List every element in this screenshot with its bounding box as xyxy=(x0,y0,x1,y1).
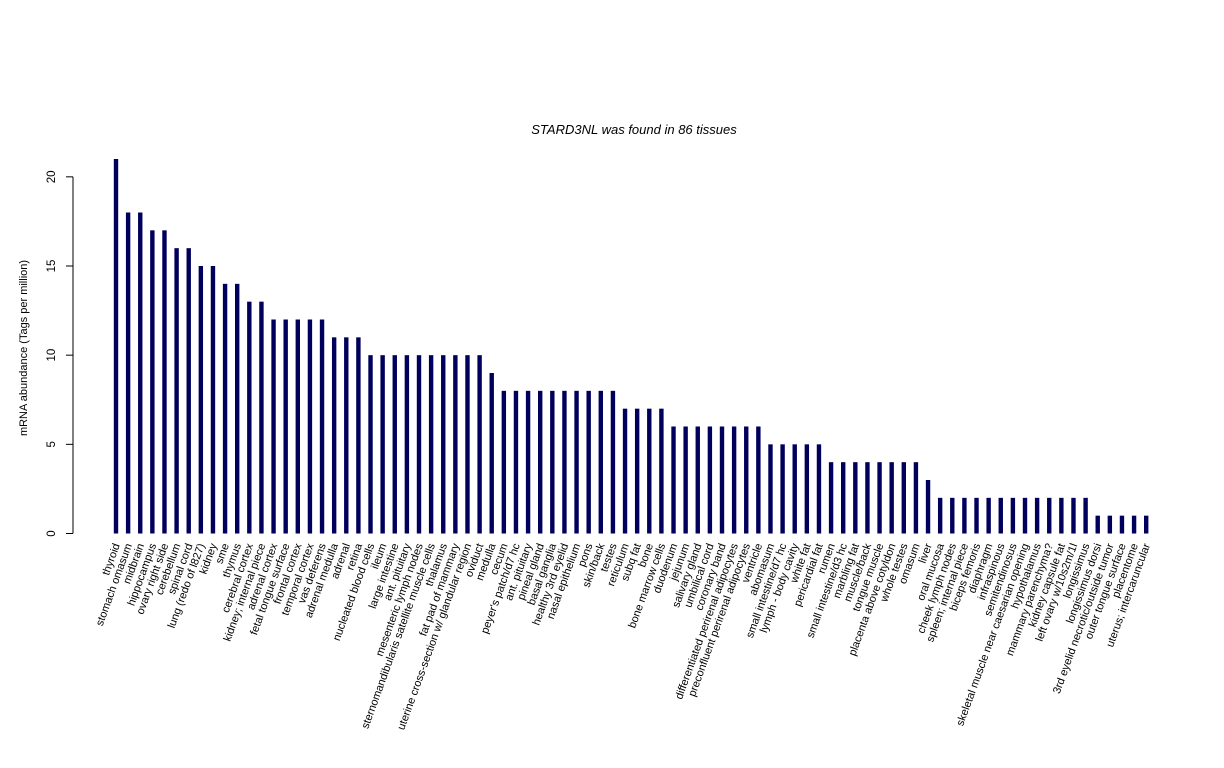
bar xyxy=(525,390,531,534)
bar xyxy=(1095,515,1100,534)
bar xyxy=(707,426,713,534)
bar xyxy=(162,230,167,534)
bar xyxy=(1034,497,1040,534)
bar xyxy=(574,390,579,534)
bar xyxy=(210,266,216,534)
bar xyxy=(513,390,519,534)
bar xyxy=(235,283,240,534)
bar xyxy=(331,337,337,534)
bar xyxy=(550,390,555,534)
bar xyxy=(913,462,919,534)
bar xyxy=(695,426,700,534)
bar xyxy=(113,159,119,534)
bar xyxy=(598,390,603,534)
bar xyxy=(719,426,725,534)
bar xyxy=(150,230,155,534)
bar xyxy=(562,390,567,534)
bar xyxy=(828,462,834,534)
bar xyxy=(404,355,410,534)
bar xyxy=(198,266,204,534)
bar xyxy=(247,301,252,534)
bar xyxy=(683,426,688,534)
bar xyxy=(1022,497,1028,534)
bar xyxy=(622,408,628,534)
bar xyxy=(501,390,507,534)
y-tick-label: 5 xyxy=(46,441,58,447)
bar xyxy=(1071,497,1076,534)
bar xyxy=(1059,497,1064,534)
bar xyxy=(634,408,640,534)
bar xyxy=(356,337,361,534)
bar xyxy=(416,355,422,534)
y-tick-label: 20 xyxy=(46,170,58,183)
bar xyxy=(768,444,773,534)
bar xyxy=(1047,497,1052,534)
bar xyxy=(465,355,470,534)
bar xyxy=(489,373,494,534)
bar xyxy=(889,462,894,534)
y-tick-label: 15 xyxy=(46,260,58,273)
bar xyxy=(950,497,955,534)
bar xyxy=(477,355,482,534)
bar xyxy=(901,462,906,534)
bar xyxy=(222,283,228,534)
bar xyxy=(659,408,664,534)
bar xyxy=(925,480,931,534)
bar xyxy=(271,319,276,534)
bar xyxy=(998,497,1003,534)
bar xyxy=(428,355,434,534)
y-tick-label: 0 xyxy=(46,530,58,536)
bar xyxy=(307,319,313,534)
bar xyxy=(586,390,591,534)
bar xyxy=(647,408,652,534)
bar xyxy=(792,444,797,534)
bar xyxy=(671,426,676,534)
bar xyxy=(538,390,543,534)
bar xyxy=(1119,515,1125,534)
bar xyxy=(744,426,749,534)
bar xyxy=(441,355,446,534)
bar xyxy=(1083,497,1088,534)
bar xyxy=(368,355,373,534)
bar xyxy=(1107,515,1113,534)
bar xyxy=(756,426,761,534)
bar xyxy=(186,248,191,534)
y-axis: 0 5 10 15 20 xyxy=(46,170,74,537)
bar xyxy=(392,355,397,534)
bar xyxy=(125,212,131,534)
bar xyxy=(865,462,870,534)
bar xyxy=(937,497,943,534)
bar xyxy=(780,444,785,534)
bar xyxy=(283,319,288,534)
chart-title: STARD3NL was found in 86 tissues xyxy=(531,122,737,137)
bar xyxy=(841,462,846,534)
bar xyxy=(380,355,385,534)
bar xyxy=(1010,497,1016,534)
bar xyxy=(974,497,979,534)
bar xyxy=(986,497,991,534)
bar xyxy=(1144,515,1149,534)
bar xyxy=(344,337,349,534)
bar xyxy=(1131,515,1137,534)
bar xyxy=(174,248,179,534)
bar xyxy=(453,355,458,534)
bar xyxy=(804,444,810,534)
bar xyxy=(731,426,737,534)
bars-group xyxy=(113,159,1149,534)
bar xyxy=(259,301,264,534)
bar xyxy=(319,319,325,534)
bar xyxy=(962,497,967,534)
bar xyxy=(877,462,882,534)
bar xyxy=(610,390,616,534)
bar xyxy=(816,444,822,534)
bar xyxy=(295,319,300,534)
bar xyxy=(138,212,143,534)
bar xyxy=(853,462,858,534)
y-tick-label: 10 xyxy=(46,349,58,362)
y-axis-label: mRNA abundance (Tags per million) xyxy=(18,260,30,436)
